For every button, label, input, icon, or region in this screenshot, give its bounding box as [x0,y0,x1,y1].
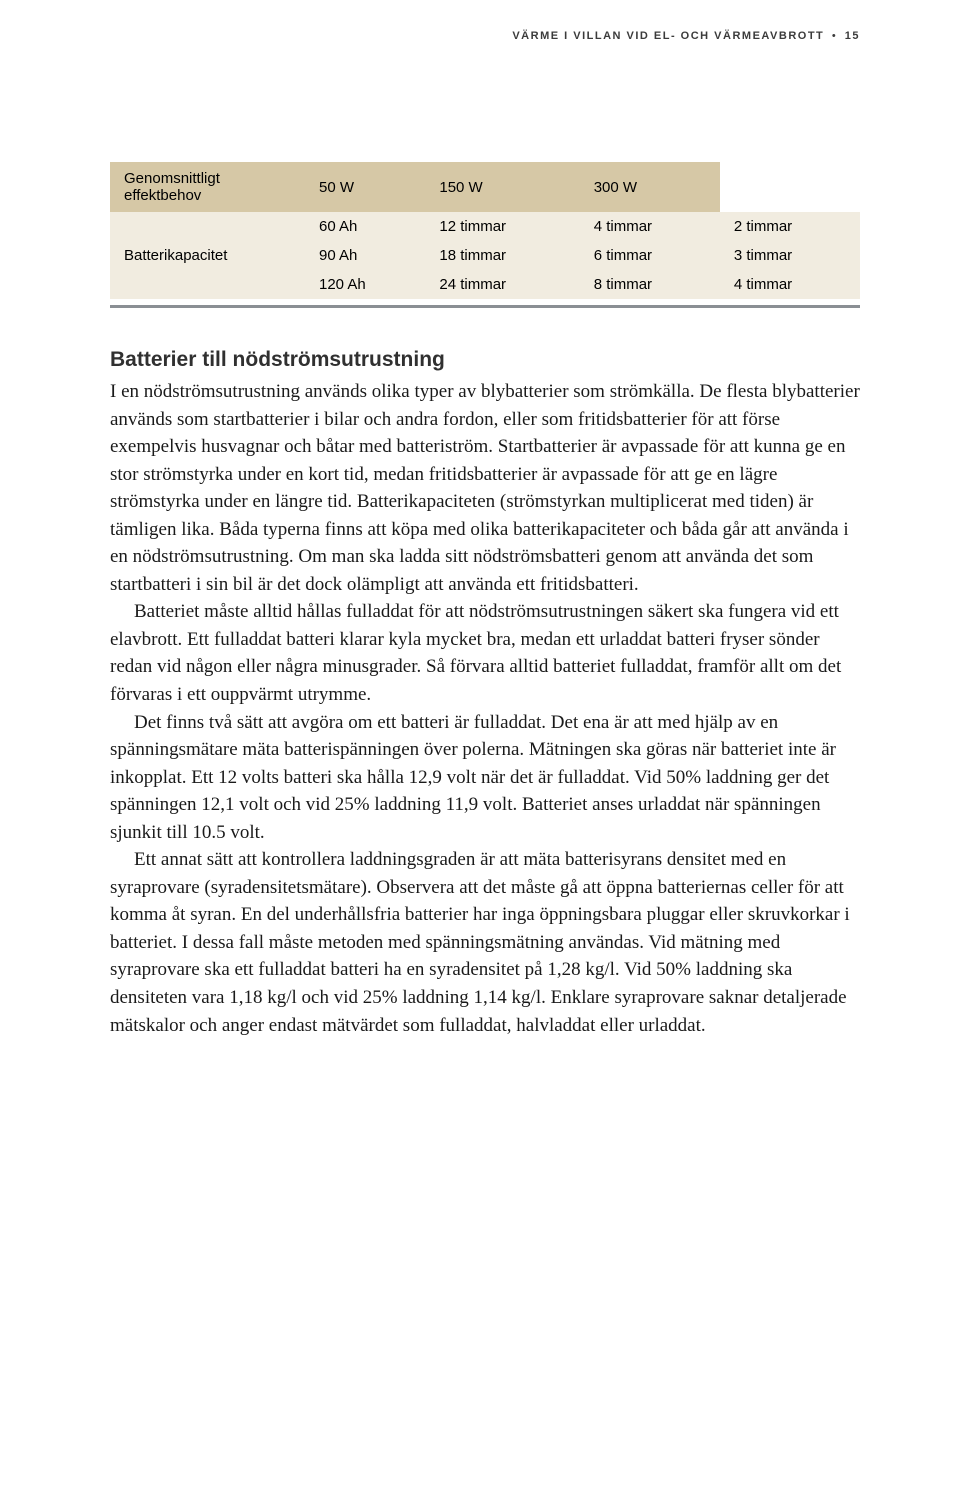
body-text-run: Batteriet måste alltid hållas fulladdat … [110,598,860,708]
body-text-run: Ett annat sätt att kontrollera laddnings… [110,846,860,1039]
body-text-run: Det finns två sätt att avgöra om ett bat… [110,709,860,847]
table-cell: 120 Ah [305,270,425,299]
body-text-run: I en nödströmsutrustning används olika t… [110,381,860,595]
table-header-50w: 50 W [305,162,425,212]
table-row: Batterikapacitet 60 Ah 12 timmar 4 timma… [110,212,860,241]
table-cell: 90 Ah [305,241,425,270]
header-title: VÄRME I VILLAN VID EL- OCH VÄRMEAVBROTT [512,30,824,42]
table-cell: 3 timmar [720,241,860,270]
table-cell: 18 timmar [425,241,579,270]
table-cell: 24 timmar [425,270,579,299]
table-cell: 60 Ah [305,212,425,241]
table-cell: 8 timmar [580,270,720,299]
table-cell: 12 timmar [425,212,579,241]
table-cell: 4 timmar [720,270,860,299]
running-header: VÄRME I VILLAN VID EL- OCH VÄRMEAVBROTT … [110,30,860,42]
effect-table: Genomsnittligt effektbehov 50 W 150 W 30… [110,162,860,299]
header-page-number: 15 [845,30,860,42]
table-cell: 4 timmar [580,212,720,241]
table-underline [110,305,860,308]
table-header-row: Genomsnittligt effektbehov 50 W 150 W 30… [110,162,860,212]
table-cell: 6 timmar [580,241,720,270]
table-header-150w: 150 W [425,162,579,212]
table-header-effektbehov: Genomsnittligt effektbehov [110,162,305,212]
header-bullet: • [832,30,837,42]
body-paragraph: I en nödströmsutrustning används olika t… [110,378,860,1039]
page: VÄRME I VILLAN VID EL- OCH VÄRMEAVBROTT … [0,0,960,1079]
table-header-300w: 300 W [580,162,720,212]
table-rowlabel: Batterikapacitet [110,212,305,299]
section-heading: Batterier till nödströmsutrustning [110,348,860,372]
table-cell: 2 timmar [720,212,860,241]
